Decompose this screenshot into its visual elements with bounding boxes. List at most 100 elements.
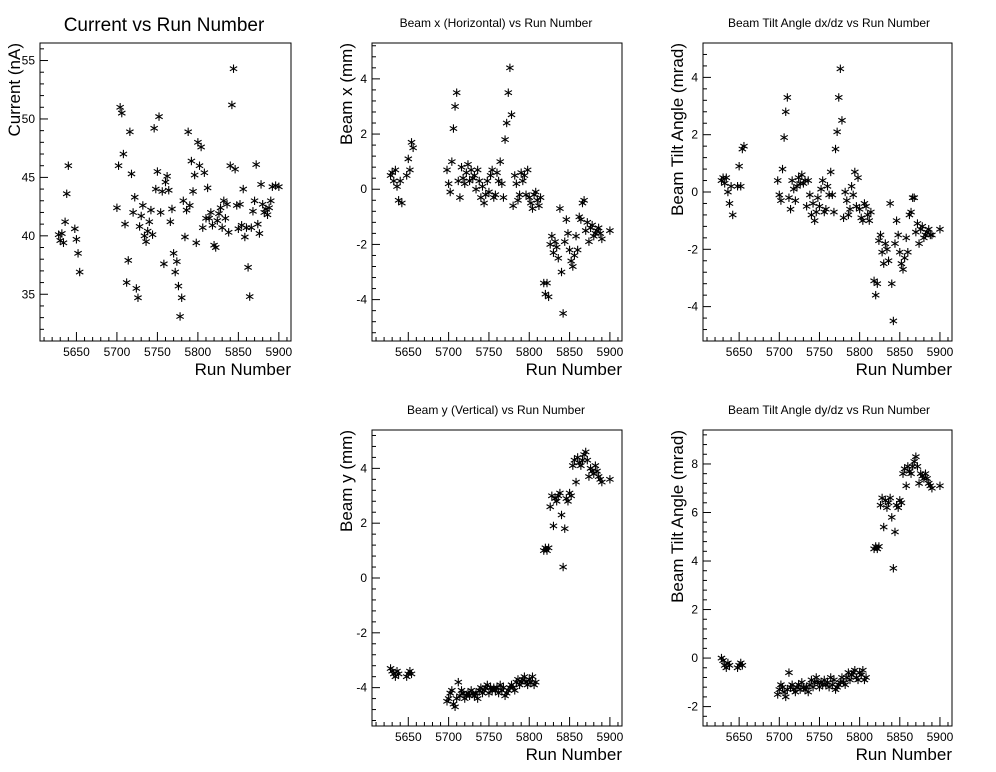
data-point	[447, 157, 456, 166]
y-tick-label: -4	[687, 300, 698, 314]
data-point	[581, 447, 590, 457]
x-axis-label: Run Number	[526, 360, 623, 379]
data-point	[892, 216, 901, 225]
data-point	[597, 477, 606, 487]
data-point	[572, 477, 580, 487]
y-tick-label: 0	[360, 571, 367, 585]
data-point	[473, 165, 482, 175]
data-point	[921, 469, 930, 478]
data-point	[517, 168, 526, 177]
data-point	[208, 221, 217, 230]
data-point	[459, 174, 468, 183]
data-point	[405, 666, 414, 676]
data-point	[257, 180, 265, 189]
x-tick-label: 5700	[104, 345, 131, 359]
data-point	[253, 219, 262, 229]
data-point	[555, 488, 564, 498]
data-point	[910, 193, 919, 202]
data-point	[543, 278, 551, 288]
x-tick-label: 5700	[435, 730, 462, 744]
data-point	[793, 182, 801, 191]
data-point	[829, 207, 838, 217]
data-point	[927, 484, 936, 493]
data-point	[122, 278, 131, 287]
data-point	[547, 491, 556, 500]
data-point	[567, 491, 576, 500]
y-tick-label: 0	[360, 182, 367, 196]
data-point	[510, 171, 519, 180]
y-tick-label: -2	[356, 626, 367, 640]
data-point	[936, 225, 944, 234]
data-point	[834, 93, 843, 102]
data-point	[454, 176, 463, 186]
data-point	[820, 207, 829, 217]
data-point	[722, 173, 731, 182]
data-point	[815, 202, 824, 211]
data-point	[797, 678, 806, 687]
data-point	[449, 124, 458, 133]
data-point	[535, 201, 543, 210]
data-point	[825, 190, 834, 200]
data-point	[190, 170, 199, 180]
y-axis-label: Beam x (mm)	[337, 43, 356, 145]
data-point	[581, 226, 590, 235]
y-axis-label: Current (nA)	[5, 43, 24, 137]
data-point	[874, 236, 883, 245]
data-point	[386, 664, 395, 673]
data-point	[546, 502, 555, 511]
data-point	[804, 687, 813, 697]
data-point	[195, 161, 204, 170]
data-point	[446, 187, 455, 197]
panel-tilt-dxdz: Beam Tilt Angle dx/dz vs Run Number Run N…	[668, 16, 954, 379]
data-point	[112, 203, 121, 212]
data-point	[773, 176, 782, 185]
data-point	[514, 196, 522, 205]
data-point	[554, 254, 563, 263]
data-point	[494, 688, 503, 698]
data-point	[886, 199, 895, 208]
data-point	[166, 217, 175, 226]
data-point	[407, 138, 416, 147]
data-point	[908, 193, 917, 202]
data-point	[533, 196, 542, 205]
x-tick-label: 5750	[806, 345, 833, 359]
data-point	[394, 196, 403, 205]
plot-frame	[702, 42, 953, 342]
data-point	[161, 177, 170, 187]
data-point	[404, 154, 413, 164]
data-point	[547, 231, 556, 241]
data-point	[443, 165, 451, 175]
x-tick-label: 5650	[395, 345, 422, 359]
data-point	[396, 176, 405, 186]
y-tick-label: 35	[22, 287, 36, 301]
data-point	[223, 200, 231, 209]
data-point	[464, 160, 472, 169]
data-point	[164, 186, 173, 195]
data-point	[552, 497, 561, 506]
data-point	[560, 237, 569, 246]
data-point	[447, 686, 456, 695]
panel-beam-y: Beam y (Vertical) vs Run Number Run Numbe…	[337, 403, 624, 764]
data-point	[114, 161, 123, 170]
data-point	[224, 228, 233, 237]
data-point	[202, 214, 210, 223]
data-point	[169, 249, 178, 258]
data-point	[221, 214, 230, 223]
y-tick-label: -4	[356, 293, 367, 307]
data-point	[551, 494, 559, 503]
data-point	[720, 179, 729, 188]
panel-beam-x: Beam x (Horizontal) vs Run Number Run Num…	[337, 16, 624, 379]
data-point	[510, 686, 519, 695]
data-point	[605, 475, 614, 484]
data-point	[187, 156, 196, 166]
data-point	[812, 673, 821, 682]
data-point	[891, 239, 899, 248]
data-point	[884, 498, 893, 507]
data-point	[462, 168, 471, 177]
data-point	[725, 199, 734, 208]
data-point	[483, 680, 492, 690]
x-axis-label: Run Number	[526, 745, 623, 764]
data-point	[135, 222, 144, 231]
data-point	[541, 289, 550, 299]
